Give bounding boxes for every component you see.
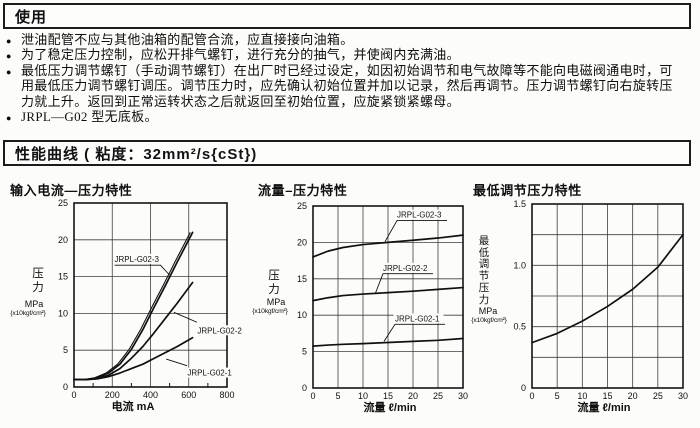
x-tick-label: 10 <box>577 391 587 401</box>
bullet-text: 泄油配管不应与其他油箱的配管合流，应直接接向油箱。 <box>21 32 354 47</box>
y-tick-label: 0 <box>521 383 526 393</box>
bullet-text: 最低压力调节螺钉（手动调节螺钉）在出厂时已经过设定，如因初始调节和电气故障等不能… <box>21 62 673 109</box>
y-tick-label: 20 <box>58 235 68 245</box>
label-leader-line <box>173 311 198 323</box>
series-label: JRPL-G02-2 <box>197 326 242 335</box>
section-header-usage: 使用 <box>3 3 691 29</box>
y-tick-label: 5 <box>63 345 68 355</box>
x-tick-label: 400 <box>143 390 158 400</box>
x-tick-label: 0 <box>310 391 315 401</box>
x-axis-title: 流量 ℓ/min <box>577 400 630 414</box>
x-axis-title: 电流 mA <box>112 399 155 413</box>
list-item: ● 最低压力调节螺钉（手动调节螺钉）在出厂时已经过设定，如因初始调节和电气故障等… <box>6 63 696 109</box>
bullet-icon: ● <box>6 51 12 62</box>
series-label: JRPL-G02-3 <box>115 255 160 264</box>
chart-title-min-adjust-pressure: 最低调节压力特性 <box>473 183 582 198</box>
series-curve <box>531 233 684 344</box>
series-curve <box>312 286 464 302</box>
label-leader-line <box>383 323 445 342</box>
label-leader-line <box>375 273 433 294</box>
x-tick-label: 5 <box>335 391 340 401</box>
series-label: JRPL-G02-1 <box>395 314 440 323</box>
y-tick-label: 10 <box>297 310 307 320</box>
x-tick-label: 0 <box>529 391 534 401</box>
performance-curves-title: 性能曲线 ( 粘度：32mm²/s{cSt}) <box>15 145 258 163</box>
y-axis-unit: MPa <box>24 299 44 309</box>
x-tick-label: 200 <box>105 390 120 400</box>
y-tick-label: 0 <box>302 383 307 393</box>
y-axis-unit-alt: {x10kgf/cm²} <box>252 308 288 315</box>
x-tick-label: 15 <box>602 391 612 401</box>
plot-border <box>531 203 684 389</box>
x-tick-label: 25 <box>653 391 663 401</box>
x-tick-label: 5 <box>555 391 560 401</box>
x-tick-label: 600 <box>181 390 196 400</box>
y-axis-label: 压 力 <box>32 268 44 294</box>
series-label-bg <box>381 262 432 273</box>
series-label-bg <box>195 325 246 336</box>
label-leader-line <box>114 264 170 276</box>
series-label-bg <box>395 209 446 220</box>
chart-title-flow-pressure: 流量–压力特性 <box>258 183 348 198</box>
y-axis-label: 最 低 调 节 压 力 <box>478 235 490 306</box>
chart-title-current-pressure: 输入电流—压力特性 <box>10 183 133 198</box>
list-item: ● 泄油配管不应与其他油箱的配管合流，应直接接向油箱。 <box>6 32 696 47</box>
bullet-text: 为了稳定压力控制，应松开排气螺钉，进行充分的抽气，并使阀内充满油。 <box>21 47 460 63</box>
x-tick-label: 25 <box>433 391 443 401</box>
y-axis-unit: MPa <box>266 297 286 307</box>
series-label-bg <box>113 253 164 264</box>
plot-border <box>312 205 464 389</box>
y-tick-label: 1.5 <box>513 199 526 209</box>
x-tick-label: 20 <box>408 391 418 401</box>
y-axis-label: 压 力 <box>268 270 280 296</box>
y-tick-label: 25 <box>297 201 307 211</box>
y-axis-unit-alt: {x10kgf/cm²} <box>471 317 507 324</box>
series-label: JRPL-G02-3 <box>397 211 442 220</box>
x-tick-label: 10 <box>358 391 368 401</box>
series-label: JRPL-G02-1 <box>187 369 232 378</box>
bullet-icon: ● <box>6 36 12 46</box>
list-item: ● 为了稳定压力控制，应松开排气螺钉，进行充分的抽气，并使阀内充满油。 <box>6 47 696 62</box>
y-tick-label: 0 <box>63 382 68 392</box>
series-curve <box>73 336 194 381</box>
series-label-bg <box>393 313 444 324</box>
label-leader-line <box>166 358 188 367</box>
plot-border <box>73 202 228 388</box>
x-tick-label: 800 <box>219 390 234 400</box>
y-axis-unit: MPa <box>478 306 498 316</box>
series-curve <box>312 337 464 347</box>
y-tick-label: 10 <box>58 308 68 318</box>
y-tick-label: 15 <box>297 274 307 284</box>
series-curve <box>312 234 464 258</box>
section-header-performance-curves: 性能曲线 ( 粘度：32mm²/s{cSt}) <box>3 140 691 166</box>
bullet-text: JRPL—G02 型无底板。 <box>21 109 158 125</box>
list-item: ● JRPL—G02 型无底板。 <box>6 109 696 124</box>
x-tick-label: 30 <box>678 391 688 401</box>
bullet-icon: ● <box>6 113 12 124</box>
x-axis-title: 流量 ℓ/min <box>363 400 416 414</box>
x-tick-label: 15 <box>383 391 393 401</box>
x-tick-label: 0 <box>71 390 76 400</box>
y-tick-label: 0.5 <box>513 322 526 332</box>
y-tick-label: 1.0 <box>513 260 526 270</box>
label-leader-line <box>384 220 447 242</box>
y-tick-label: 25 <box>58 198 68 208</box>
series-curve <box>73 281 194 381</box>
y-axis-unit-alt: {x10kgf/cm²} <box>10 310 46 317</box>
x-tick-label: 20 <box>628 391 638 401</box>
usage-notes-list: ● 泄油配管不应与其他油箱的配管合流，应直接接向油箱。 ● 为了稳定压力控制，应… <box>6 32 696 124</box>
series-label: JRPL-G02-2 <box>383 264 428 273</box>
y-tick-label: 20 <box>297 237 307 247</box>
x-tick-label: 30 <box>458 391 468 401</box>
y-tick-label: 15 <box>58 272 68 282</box>
usage-title: 使用 <box>15 8 48 26</box>
series-label-bg <box>185 367 236 378</box>
bullet-icon: ● <box>6 66 12 77</box>
y-tick-label: 5 <box>302 347 307 357</box>
